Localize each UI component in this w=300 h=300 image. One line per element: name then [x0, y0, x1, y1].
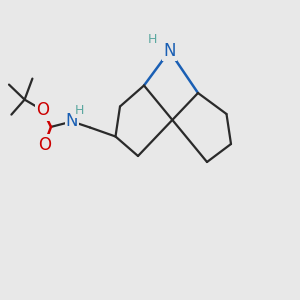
Text: O: O — [36, 101, 50, 119]
Text: O: O — [38, 136, 51, 154]
Text: N: N — [163, 42, 176, 60]
Text: H: H — [74, 104, 84, 118]
Text: H: H — [148, 33, 157, 46]
Text: N: N — [66, 112, 78, 130]
